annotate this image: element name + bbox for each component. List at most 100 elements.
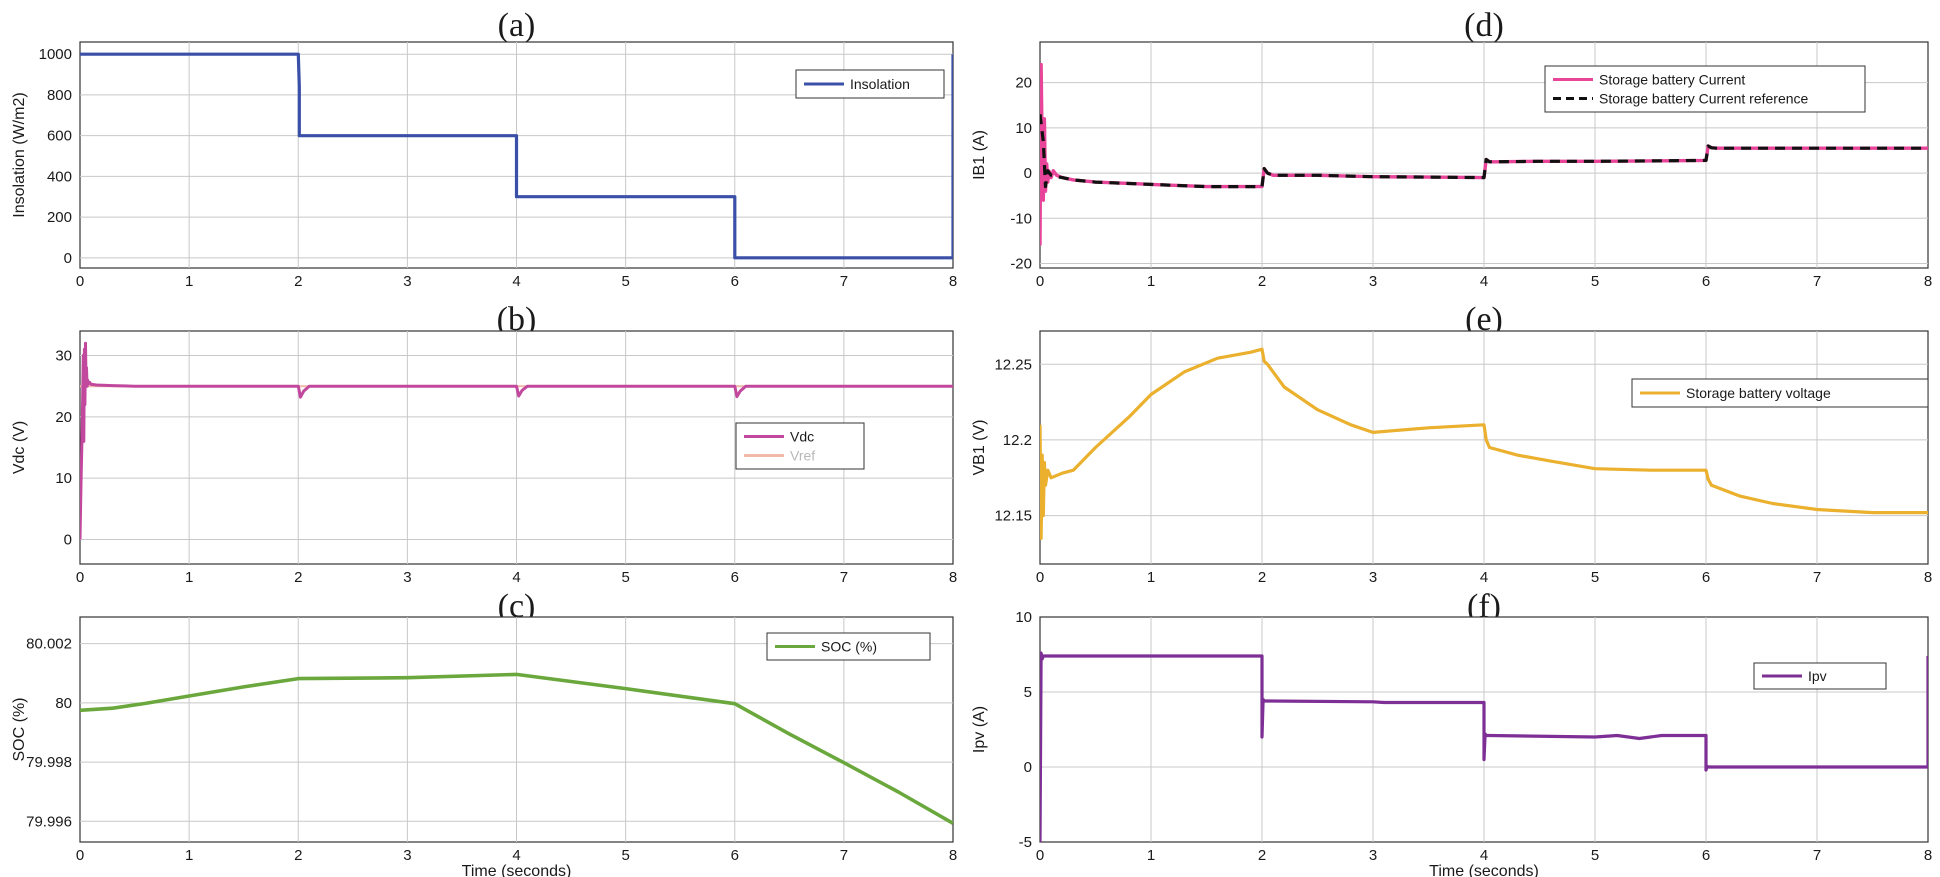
y-tick-label: 0 <box>1024 759 1032 776</box>
x-tick-label: 8 <box>949 569 957 586</box>
x-tick-label: 7 <box>840 847 848 864</box>
x-tick-label: 0 <box>1036 569 1044 586</box>
series-line-vdc <box>80 341 953 540</box>
x-tick-label: 4 <box>512 847 520 864</box>
x-tick-label: 3 <box>1369 273 1377 290</box>
legend-box <box>1544 65 1866 113</box>
chart-panel-a: (a) 0 1 2 3 4 5 6 7 8 0 200 400 600 800 1000 Insolation … <box>11 7 957 290</box>
x-tick-label: 1 <box>1147 273 1155 290</box>
x-tick-label: 7 <box>840 569 848 586</box>
y-tick-label: 400 <box>47 168 72 185</box>
legend-label: Storage battery Current reference <box>1599 91 1809 107</box>
series-group <box>80 672 953 825</box>
x-tick-label: 4 <box>512 273 520 290</box>
x-tick-label: 6 <box>731 273 739 290</box>
y-tick-label: 30 <box>55 348 72 365</box>
x-tick-label: 3 <box>403 847 411 864</box>
x-tick-label: 5 <box>621 847 629 864</box>
x-tick-label: 0 <box>76 847 84 864</box>
y-tick-label: 800 <box>47 87 72 104</box>
x-tick-label: 6 <box>1702 273 1710 290</box>
panel-title: (a) <box>498 7 536 44</box>
y-tick-label: 80.002 <box>26 636 72 653</box>
x-tick-label: 3 <box>1369 847 1377 864</box>
y-tick-label: 12.15 <box>994 508 1032 525</box>
legend-label: Storage battery Current <box>1599 72 1745 88</box>
y-tick-label: 0 <box>1024 165 1032 182</box>
x-tick-label: 5 <box>621 273 629 290</box>
series-line-soc <box>80 672 953 825</box>
legend-label: Vref <box>790 448 815 464</box>
legend: Ipv <box>1753 662 1887 690</box>
x-tick-label: 4 <box>1480 569 1488 586</box>
legend: Storage battery Current Storage battery C… <box>1544 65 1866 113</box>
y-tick-label: -10 <box>1010 210 1032 227</box>
y-axis-label: Insolation (W/m2) <box>11 92 28 217</box>
x-tick-label: 5 <box>1591 847 1599 864</box>
x-tick-label: 8 <box>1924 847 1932 864</box>
x-tick-label: 0 <box>76 569 84 586</box>
x-axis-label: Time (seconds) <box>462 863 572 877</box>
series-group <box>1040 62 1928 246</box>
legend-box <box>735 422 865 470</box>
x-tick-label: 2 <box>294 569 302 586</box>
series-group <box>1040 651 1928 842</box>
y-tick-label: 80 <box>55 695 72 712</box>
y-tick-label: 12.25 <box>994 356 1032 373</box>
y-tick-label: 600 <box>47 128 72 145</box>
series-line-storage-battery-voltage <box>1040 347 1928 540</box>
x-tick-label: 2 <box>1258 847 1266 864</box>
legend: Insolation <box>795 69 945 99</box>
y-tick-label: 12.2 <box>1003 432 1032 449</box>
y-axis-label: IB1 (A) <box>971 130 988 180</box>
legend: Storage battery voltage <box>1631 378 1929 408</box>
x-tick-label: 2 <box>1258 569 1266 586</box>
x-tick-label: 1 <box>1147 569 1155 586</box>
x-tick-label: 2 <box>294 273 302 290</box>
y-tick-label: 10 <box>1015 120 1032 137</box>
y-axis-label: Ipv (A) <box>971 706 988 753</box>
x-tick-label: 5 <box>1591 569 1599 586</box>
x-tick-label: 7 <box>1813 569 1821 586</box>
x-tick-label: 7 <box>1813 847 1821 864</box>
y-tick-label: 10 <box>1015 609 1032 626</box>
x-tick-label: 6 <box>1702 569 1710 586</box>
chart-panel-d: (d) 0 1 2 3 4 5 6 7 8 -20 -10 0 10 20 IB1 (A) Storage ba… <box>971 7 1932 290</box>
x-tick-label: 6 <box>731 847 739 864</box>
y-tick-label: 10 <box>55 470 72 487</box>
x-axis-label: Time (seconds) <box>1429 863 1539 877</box>
x-tick-label: 6 <box>1702 847 1710 864</box>
x-tick-label: 4 <box>512 569 520 586</box>
y-tick-label: -5 <box>1019 834 1032 851</box>
y-axis-label: SOC (%) <box>11 698 28 762</box>
x-tick-label: 3 <box>403 569 411 586</box>
legend: Vdc Vref <box>735 422 865 470</box>
x-tick-label: 7 <box>1813 273 1821 290</box>
x-tick-label: 7 <box>840 273 848 290</box>
x-tick-label: 5 <box>621 569 629 586</box>
x-tick-label: 2 <box>1258 273 1266 290</box>
y-tick-label: 0 <box>64 531 72 548</box>
series-group <box>1040 347 1928 540</box>
y-tick-label: 79.998 <box>26 754 72 771</box>
x-tick-label: 1 <box>1147 847 1155 864</box>
legend-label: SOC (%) <box>821 639 877 655</box>
x-tick-label: 8 <box>949 273 957 290</box>
y-tick-label: 0 <box>64 250 72 267</box>
x-tick-label: 0 <box>1036 847 1044 864</box>
grid <box>80 617 953 842</box>
x-tick-label: 3 <box>403 273 411 290</box>
y-axis-label: Vdc (V) <box>11 421 28 474</box>
x-tick-label: 3 <box>1369 569 1377 586</box>
y-tick-label: 5 <box>1024 684 1032 701</box>
legend-label: Ipv <box>1808 668 1827 684</box>
legend: SOC (%) <box>766 632 931 661</box>
series-group <box>80 341 953 540</box>
y-tick-label: 20 <box>1015 75 1032 92</box>
y-tick-label: 79.996 <box>26 813 72 830</box>
x-tick-label: 0 <box>1036 273 1044 290</box>
